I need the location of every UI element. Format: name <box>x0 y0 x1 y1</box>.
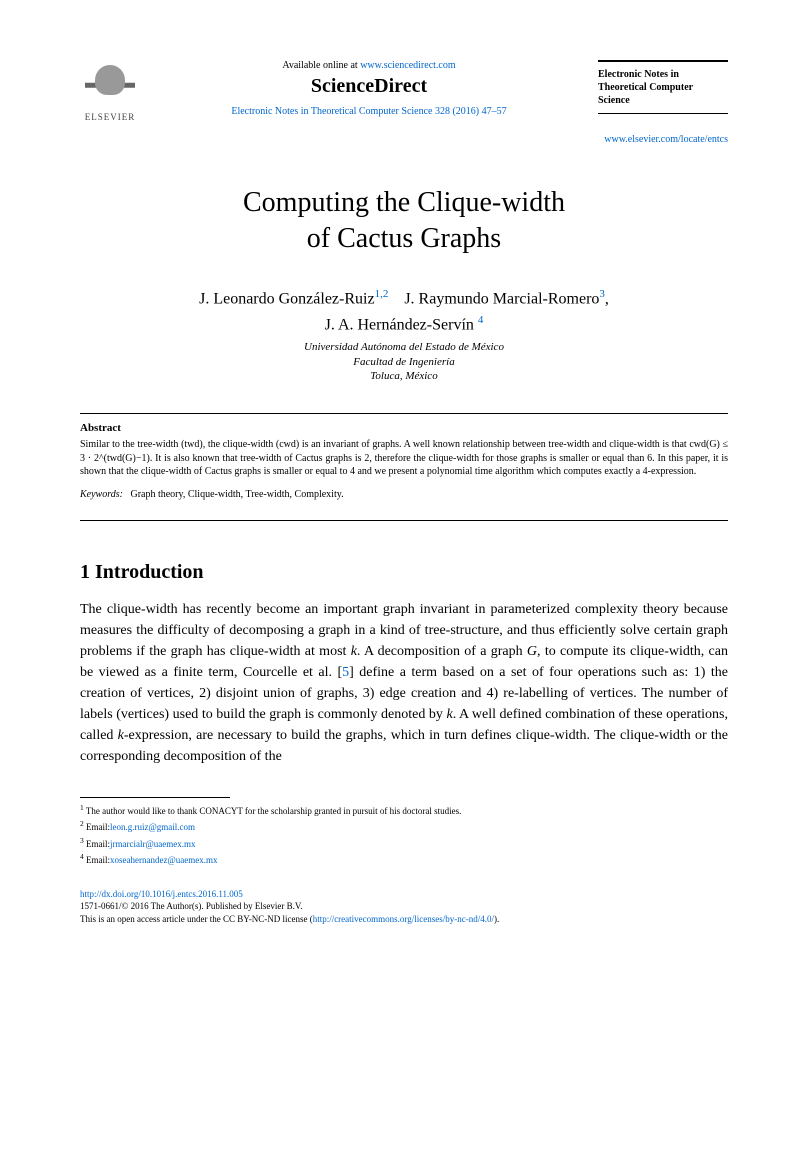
footnote-1: 1 The author would like to thank CONACYT… <box>80 802 728 819</box>
section-1-body: The clique-width has recently become an … <box>80 599 728 767</box>
author-2: J. Raymundo Marcial-Romero <box>404 290 599 307</box>
abstract-rule-top <box>80 413 728 414</box>
footnote-3-label: Email: <box>86 839 110 849</box>
affil-line2: Facultad de Ingeniería <box>80 355 728 369</box>
section-1-heading: 1 Introduction <box>80 561 728 584</box>
abstract-heading: Abstract <box>80 422 728 434</box>
doi-link[interactable]: http://dx.doi.org/10.1016/j.entcs.2016.1… <box>80 888 728 901</box>
available-online: Available online at www.sciencedirect.co… <box>140 60 598 71</box>
paper-page: ELSEVIER Available online at www.science… <box>0 0 808 966</box>
elsevier-label: ELSEVIER <box>85 112 136 122</box>
footnote-2: 2 Email:leon.g.ruiz@gmail.com <box>80 818 728 835</box>
locate-link[interactable]: www.elsevier.com/locate/entcs <box>598 134 728 145</box>
footnote-4-email[interactable]: xoseahernandez@uaemex.mx <box>110 855 218 865</box>
elsevier-tree-icon <box>85 60 135 110</box>
footnote-3-email[interactable]: jrmarcialr@uaemex.mx <box>110 839 196 849</box>
title-line2: of Cactus Graphs <box>307 223 501 254</box>
keywords-label: Keywords: <box>80 489 123 500</box>
sciencedirect-logo: ScienceDirect <box>140 75 598 98</box>
paper-title: Computing the Clique-width of Cactus Gra… <box>80 185 728 258</box>
keywords: Keywords: Graph theory, Clique-width, Tr… <box>80 489 728 500</box>
center-header: Available online at www.sciencedirect.co… <box>140 60 598 117</box>
license-line: This is an open access article under the… <box>80 913 728 926</box>
footnote-1-text: The author would like to thank CONACYT f… <box>86 806 462 816</box>
header-row: ELSEVIER Available online at www.science… <box>80 60 728 145</box>
footnote-4-label: Email: <box>86 855 110 865</box>
copyright-line: 1571-0661/© 2016 The Author(s). Publishe… <box>80 900 728 913</box>
affil-line1: Universidad Autónoma del Estado de Méxic… <box>80 340 728 354</box>
keywords-text: Graph theory, Clique-width, Tree-width, … <box>130 489 343 500</box>
author-1: J. Leonardo González-Ruiz <box>199 290 374 307</box>
license-text: This is an open access article under the… <box>80 914 313 924</box>
license-url[interactable]: http://creativecommons.org/licenses/by-n… <box>313 914 494 924</box>
author-1-sup[interactable]: 1,2 <box>375 288 389 300</box>
affiliation: Universidad Autónoma del Estado de Méxic… <box>80 340 728 383</box>
footnote-2-email[interactable]: leon.g.ruiz@gmail.com <box>110 822 195 832</box>
elsevier-logo: ELSEVIER <box>80 60 140 122</box>
footnote-3: 3 Email:jrmarcialr@uaemex.mx <box>80 835 728 852</box>
author-3: J. A. Hernández-Servín <box>325 316 474 333</box>
available-text: Available online at <box>282 60 360 71</box>
right-column: Electronic Notes in Theoretical Computer… <box>598 60 728 145</box>
authors-line2: J. A. Hernández-Servín 4 <box>80 314 728 334</box>
footnote-4: 4 Email:xoseahernandez@uaemex.mx <box>80 851 728 868</box>
author-3-sup[interactable]: 4 <box>478 314 484 326</box>
abstract-text: Similar to the tree-width (twd), the cli… <box>80 438 728 479</box>
footer: http://dx.doi.org/10.1016/j.entcs.2016.1… <box>80 888 728 926</box>
journal-box-line2: Theoretical Computer <box>598 81 728 94</box>
title-line1: Computing the Clique-width <box>243 187 565 218</box>
journal-box-line1: Electronic Notes in <box>598 68 728 81</box>
journal-box-line3: Science <box>598 94 728 107</box>
author-2-sup[interactable]: 3 <box>599 288 605 300</box>
affil-line3: Toluca, México <box>80 369 728 383</box>
ref-5-link[interactable]: 5 <box>342 665 349 680</box>
license-close: ). <box>494 914 499 924</box>
footnotes-rule <box>80 797 230 798</box>
journal-reference[interactable]: Electronic Notes in Theoretical Computer… <box>140 106 598 117</box>
abstract-rule-bottom <box>80 520 728 521</box>
footnote-2-label: Email: <box>86 822 110 832</box>
authors-line1: J. Leonardo González-Ruiz1,2 J. Raymundo… <box>80 288 728 308</box>
journal-box: Electronic Notes in Theoretical Computer… <box>598 60 728 114</box>
available-url[interactable]: www.sciencedirect.com <box>360 60 455 71</box>
